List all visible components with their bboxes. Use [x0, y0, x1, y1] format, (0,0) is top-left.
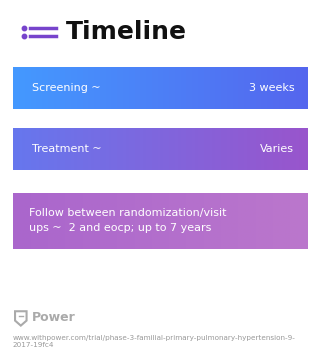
Text: www.withpower.com/trial/phase-3-familial-primary-pulmonary-hypertension-9-: www.withpower.com/trial/phase-3-familial…: [13, 335, 296, 341]
Text: Timeline: Timeline: [66, 20, 187, 43]
Text: Power: Power: [32, 311, 76, 324]
Text: Varies: Varies: [260, 144, 294, 154]
Text: Treatment ~: Treatment ~: [32, 144, 102, 154]
Text: Screening ~: Screening ~: [32, 83, 100, 93]
Text: 2017-19fc4: 2017-19fc4: [13, 342, 54, 348]
Text: 3 weeks: 3 weeks: [249, 83, 294, 93]
Text: Follow between randomization/visit
ups ~  2 and eocp; up to 7 years: Follow between randomization/visit ups ~…: [29, 208, 226, 233]
